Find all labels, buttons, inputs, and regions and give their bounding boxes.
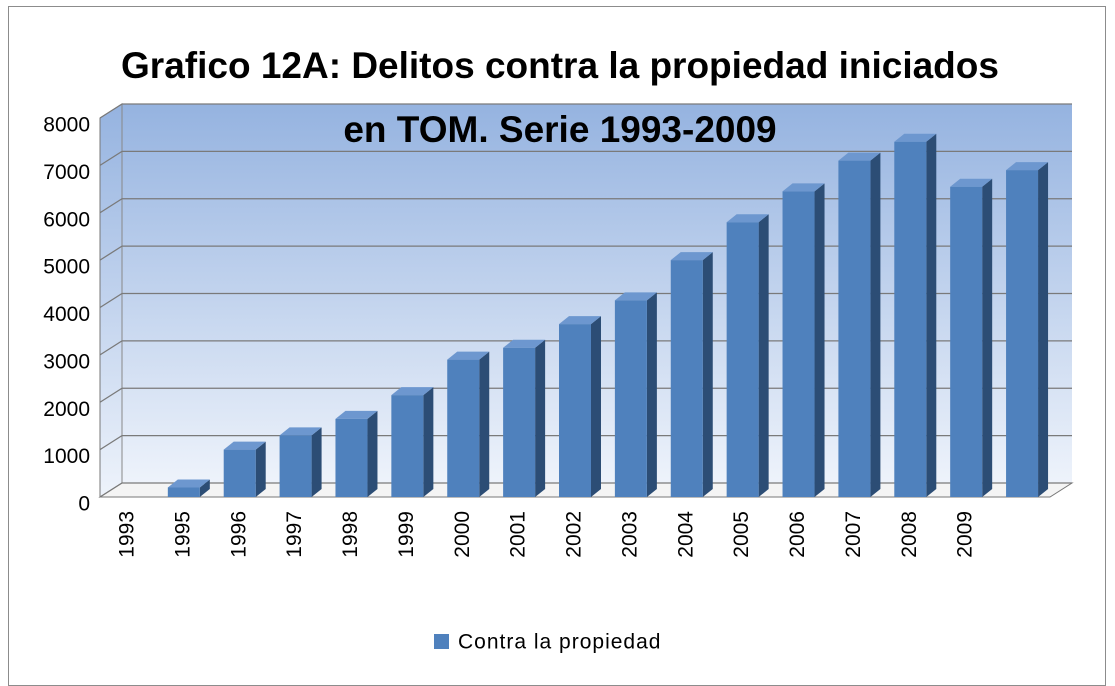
bar-front [614, 300, 647, 497]
bar [167, 479, 210, 497]
y-tick-label: 0 [78, 493, 90, 516]
bar-top [1006, 162, 1049, 171]
bar [335, 410, 378, 497]
bar-front [559, 324, 591, 497]
grid-line [99, 103, 1072, 119]
x-tick-label: 2000 [451, 511, 474, 558]
bar-front [782, 191, 815, 497]
bar [670, 252, 713, 497]
x-tick-label: 1996 [227, 511, 250, 558]
y-tick-label: 8000 [43, 114, 90, 137]
bar-front [950, 186, 983, 497]
legend-label: Contra la propiedad [458, 631, 661, 654]
y-tick-label: 6000 [43, 208, 90, 231]
bar-side [982, 178, 993, 497]
bar-top [614, 292, 657, 301]
y-tick-label: 1000 [43, 445, 90, 468]
x-tick-label: 2003 [618, 511, 641, 558]
bar-side [646, 292, 657, 497]
bar-side [870, 152, 881, 497]
bar-top [894, 133, 937, 142]
bar [950, 178, 993, 497]
bar [223, 441, 266, 497]
bar-top [335, 410, 378, 419]
y-tick-label: 3000 [43, 350, 90, 373]
bar-top [279, 427, 322, 436]
bar-front [223, 449, 256, 497]
x-tick-label: 1995 [171, 511, 194, 558]
bar-front [670, 260, 703, 497]
x-tick-label: 1997 [283, 511, 306, 558]
x-tick-label: 1999 [395, 511, 418, 558]
bar-top [670, 252, 713, 261]
x-tick-label: 2001 [507, 511, 530, 558]
bar-front [726, 222, 759, 497]
chart-title: Grafico 12A: Delitos contra la propiedad… [121, 45, 999, 150]
bar-side [814, 183, 825, 497]
bar-front [335, 418, 368, 497]
bar-side [591, 316, 601, 497]
bar [894, 133, 937, 497]
x-tick-label: 2008 [898, 511, 921, 558]
bar-top [559, 316, 601, 325]
bar [447, 351, 490, 497]
x-tick-label: 2009 [954, 511, 977, 558]
bar [838, 152, 881, 497]
bar-top [950, 178, 993, 187]
x-tick-label: 2005 [730, 511, 753, 558]
bar-top [167, 479, 210, 488]
bar-top [503, 339, 546, 348]
bar [782, 183, 825, 497]
bar-top [223, 441, 266, 450]
grid-line [99, 150, 1072, 166]
bar-side [758, 214, 769, 497]
bar [391, 387, 434, 497]
x-tick-label: 2002 [563, 511, 586, 558]
bar-side [479, 351, 490, 497]
bar-top [782, 183, 825, 192]
bar-front [447, 359, 480, 497]
bar [726, 214, 769, 497]
x-tick-label: 2006 [786, 511, 809, 558]
bar-side [311, 427, 322, 497]
bar-side [423, 387, 434, 497]
bar-side [702, 252, 713, 497]
bar-front [391, 395, 424, 497]
bar-front [503, 347, 536, 497]
bar-front [894, 141, 927, 497]
bar [1006, 162, 1049, 498]
bar-top [838, 152, 881, 161]
x-tick-label: 1998 [339, 511, 362, 558]
bar-side [1038, 162, 1049, 498]
bar [279, 427, 322, 497]
bar [503, 339, 546, 497]
x-tick-label: 1993 [115, 511, 138, 558]
bar-front [1006, 170, 1039, 498]
grid-line [99, 198, 1072, 214]
bar-side [255, 441, 266, 497]
x-tick-label: 2004 [674, 511, 697, 558]
bar [559, 316, 601, 497]
bar-top [391, 387, 434, 396]
bar [614, 292, 657, 497]
y-tick-label: 7000 [43, 161, 90, 184]
bar-side [199, 479, 210, 497]
bar-side [926, 133, 937, 497]
y-tick-label: 4000 [43, 303, 90, 326]
bar-front [279, 435, 312, 497]
bar-front [838, 160, 871, 497]
bar-top [447, 351, 490, 360]
bar-top [726, 214, 769, 223]
bar-side [367, 410, 378, 497]
bar-front [167, 487, 200, 497]
bar-side [535, 339, 546, 497]
y-tick-label: 2000 [43, 398, 90, 421]
x-tick-label: 2007 [842, 511, 865, 558]
y-tick-label: 5000 [43, 256, 90, 279]
legend-swatch [434, 634, 449, 649]
